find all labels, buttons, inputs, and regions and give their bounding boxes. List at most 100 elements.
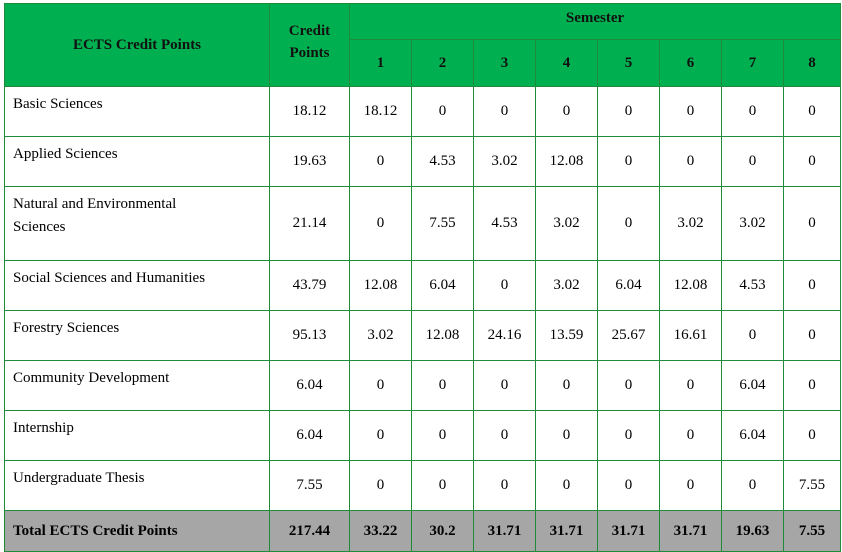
- table-row: Social Sciences and Humanities 43.79 12.…: [4, 260, 842, 311]
- cell-sem-1: 0: [349, 460, 412, 511]
- cell-sem-8: 0: [782, 410, 842, 461]
- cell-sem-4: 3.02: [535, 186, 598, 261]
- cell-sem-6: 0: [659, 86, 722, 137]
- cell-sem-8: 0: [782, 260, 842, 311]
- cell-sem-2: 6.04: [411, 260, 474, 311]
- cell-sem-7: 6.04: [721, 360, 784, 411]
- cell-sem-8: 0: [782, 136, 842, 187]
- table-row: Internship 6.04 0 0 0 0 0 0 6.04 0: [4, 410, 842, 461]
- row-credit: 19.63: [269, 136, 350, 187]
- cell-sem-8: 0: [782, 310, 842, 361]
- row-label: Community Development: [4, 360, 270, 411]
- total-label: Total ECTS Credit Points: [4, 510, 270, 552]
- table-row: Forestry Sciences 95.13 3.02 12.08 24.16…: [4, 310, 842, 361]
- cell-sem-5: 0: [597, 360, 660, 411]
- table-row: Applied Sciences 19.63 0 4.53 3.02 12.08…: [4, 136, 842, 187]
- row-label: Forestry Sciences: [4, 310, 270, 361]
- total-sem-7: 19.63: [721, 510, 784, 552]
- row-label: Internship: [4, 410, 270, 461]
- table-row: Community Development 6.04 0 0 0 0 0 0 6…: [4, 360, 842, 411]
- cell-sem-7: 0: [721, 136, 784, 187]
- row-credit: 6.04: [269, 360, 350, 411]
- ects-table-container: ECTS Credit Points Credit Points Semeste…: [4, 3, 842, 552]
- total-sem-6: 31.71: [659, 510, 722, 552]
- cell-sem-3: 0: [473, 86, 536, 137]
- cell-sem-8: 0: [782, 186, 842, 261]
- cell-sem-7: 0: [721, 310, 784, 361]
- cell-sem-6: 0: [659, 136, 722, 187]
- cell-sem-1: 0: [349, 360, 412, 411]
- row-label: Natural and Environmental Sciences: [4, 186, 270, 261]
- header-credit-line1: Credit: [288, 23, 331, 39]
- header-credit-line2: Points: [289, 45, 330, 61]
- cell-sem-4: 3.02: [535, 260, 598, 311]
- cell-sem-1: 0: [349, 410, 412, 461]
- row-label: Basic Sciences: [4, 86, 270, 137]
- cell-sem-5: 25.67: [597, 310, 660, 361]
- cell-sem-5: 6.04: [597, 260, 660, 311]
- cell-sem-5: 0: [597, 460, 660, 511]
- row-credit: 6.04: [269, 410, 350, 461]
- cell-sem-8: 0: [782, 86, 842, 137]
- header-semester-1: 1: [349, 39, 412, 87]
- header-semester-7: 7: [721, 39, 784, 87]
- total-sem-5: 31.71: [597, 510, 660, 552]
- header-credit-points: Credit Points: [269, 3, 350, 87]
- cell-sem-7: 6.04: [721, 410, 784, 461]
- cell-sem-5: 0: [597, 186, 660, 261]
- cell-sem-5: 0: [597, 86, 660, 137]
- row-credit: 95.13: [269, 310, 350, 361]
- header-semester-6: 6: [659, 39, 722, 87]
- row-label: Undergraduate Thesis: [4, 460, 270, 511]
- cell-sem-6: 0: [659, 460, 722, 511]
- cell-sem-4: 0: [535, 360, 598, 411]
- cell-sem-2: 0: [411, 360, 474, 411]
- header-semester-3: 3: [473, 39, 536, 87]
- row-label: Applied Sciences: [4, 136, 270, 187]
- cell-sem-1: 3.02: [349, 310, 412, 361]
- header-semester-5: 5: [597, 39, 660, 87]
- cell-sem-4: 13.59: [535, 310, 598, 361]
- cell-sem-4: 0: [535, 410, 598, 461]
- cell-sem-5: 0: [597, 136, 660, 187]
- cell-sem-1: 12.08: [349, 260, 412, 311]
- total-sem-3: 31.71: [473, 510, 536, 552]
- cell-sem-6: 3.02: [659, 186, 722, 261]
- header-semester-2: 2: [411, 39, 474, 87]
- total-sem-4: 31.71: [535, 510, 598, 552]
- row-credit: 18.12: [269, 86, 350, 137]
- table-row: Natural and Environmental Sciences 21.14…: [4, 186, 842, 261]
- cell-sem-2: 7.55: [411, 186, 474, 261]
- cell-sem-2: 12.08: [411, 310, 474, 361]
- row-credit: 7.55: [269, 460, 350, 511]
- cell-sem-4: 0: [535, 460, 598, 511]
- table-row: Basic Sciences 18.12 18.12 0 0 0 0 0 0 0: [4, 86, 842, 137]
- total-sem-1: 33.22: [349, 510, 412, 552]
- cell-sem-3: 0: [473, 260, 536, 311]
- total-credit: 217.44: [269, 510, 350, 552]
- cell-sem-6: 16.61: [659, 310, 722, 361]
- cell-sem-7: 0: [721, 460, 784, 511]
- cell-sem-1: 0: [349, 186, 412, 261]
- cell-sem-3: 0: [473, 360, 536, 411]
- cell-sem-1: 0: [349, 136, 412, 187]
- row-label-line1: Natural and Environmental: [13, 196, 177, 212]
- cell-sem-2: 0: [411, 86, 474, 137]
- header-ects-credit-points: ECTS Credit Points: [4, 3, 270, 87]
- row-label-line2: Sciences: [13, 219, 66, 235]
- total-sem-2: 30.2: [411, 510, 474, 552]
- cell-sem-6: 0: [659, 360, 722, 411]
- row-credit: 21.14: [269, 186, 350, 261]
- header-semester: Semester: [348, 3, 842, 40]
- total-row: Total ECTS Credit Points 217.44 33.22 30…: [4, 510, 842, 552]
- cell-sem-6: 0: [659, 410, 722, 461]
- cell-sem-4: 0: [535, 86, 598, 137]
- cell-sem-3: 0: [473, 410, 536, 461]
- row-credit: 43.79: [269, 260, 350, 311]
- header-semester-4: 4: [535, 39, 598, 87]
- cell-sem-7: 4.53: [721, 260, 784, 311]
- cell-sem-8: 7.55: [782, 460, 842, 511]
- cell-sem-8: 0: [782, 360, 842, 411]
- total-sem-8: 7.55: [782, 510, 842, 552]
- cell-sem-6: 12.08: [659, 260, 722, 311]
